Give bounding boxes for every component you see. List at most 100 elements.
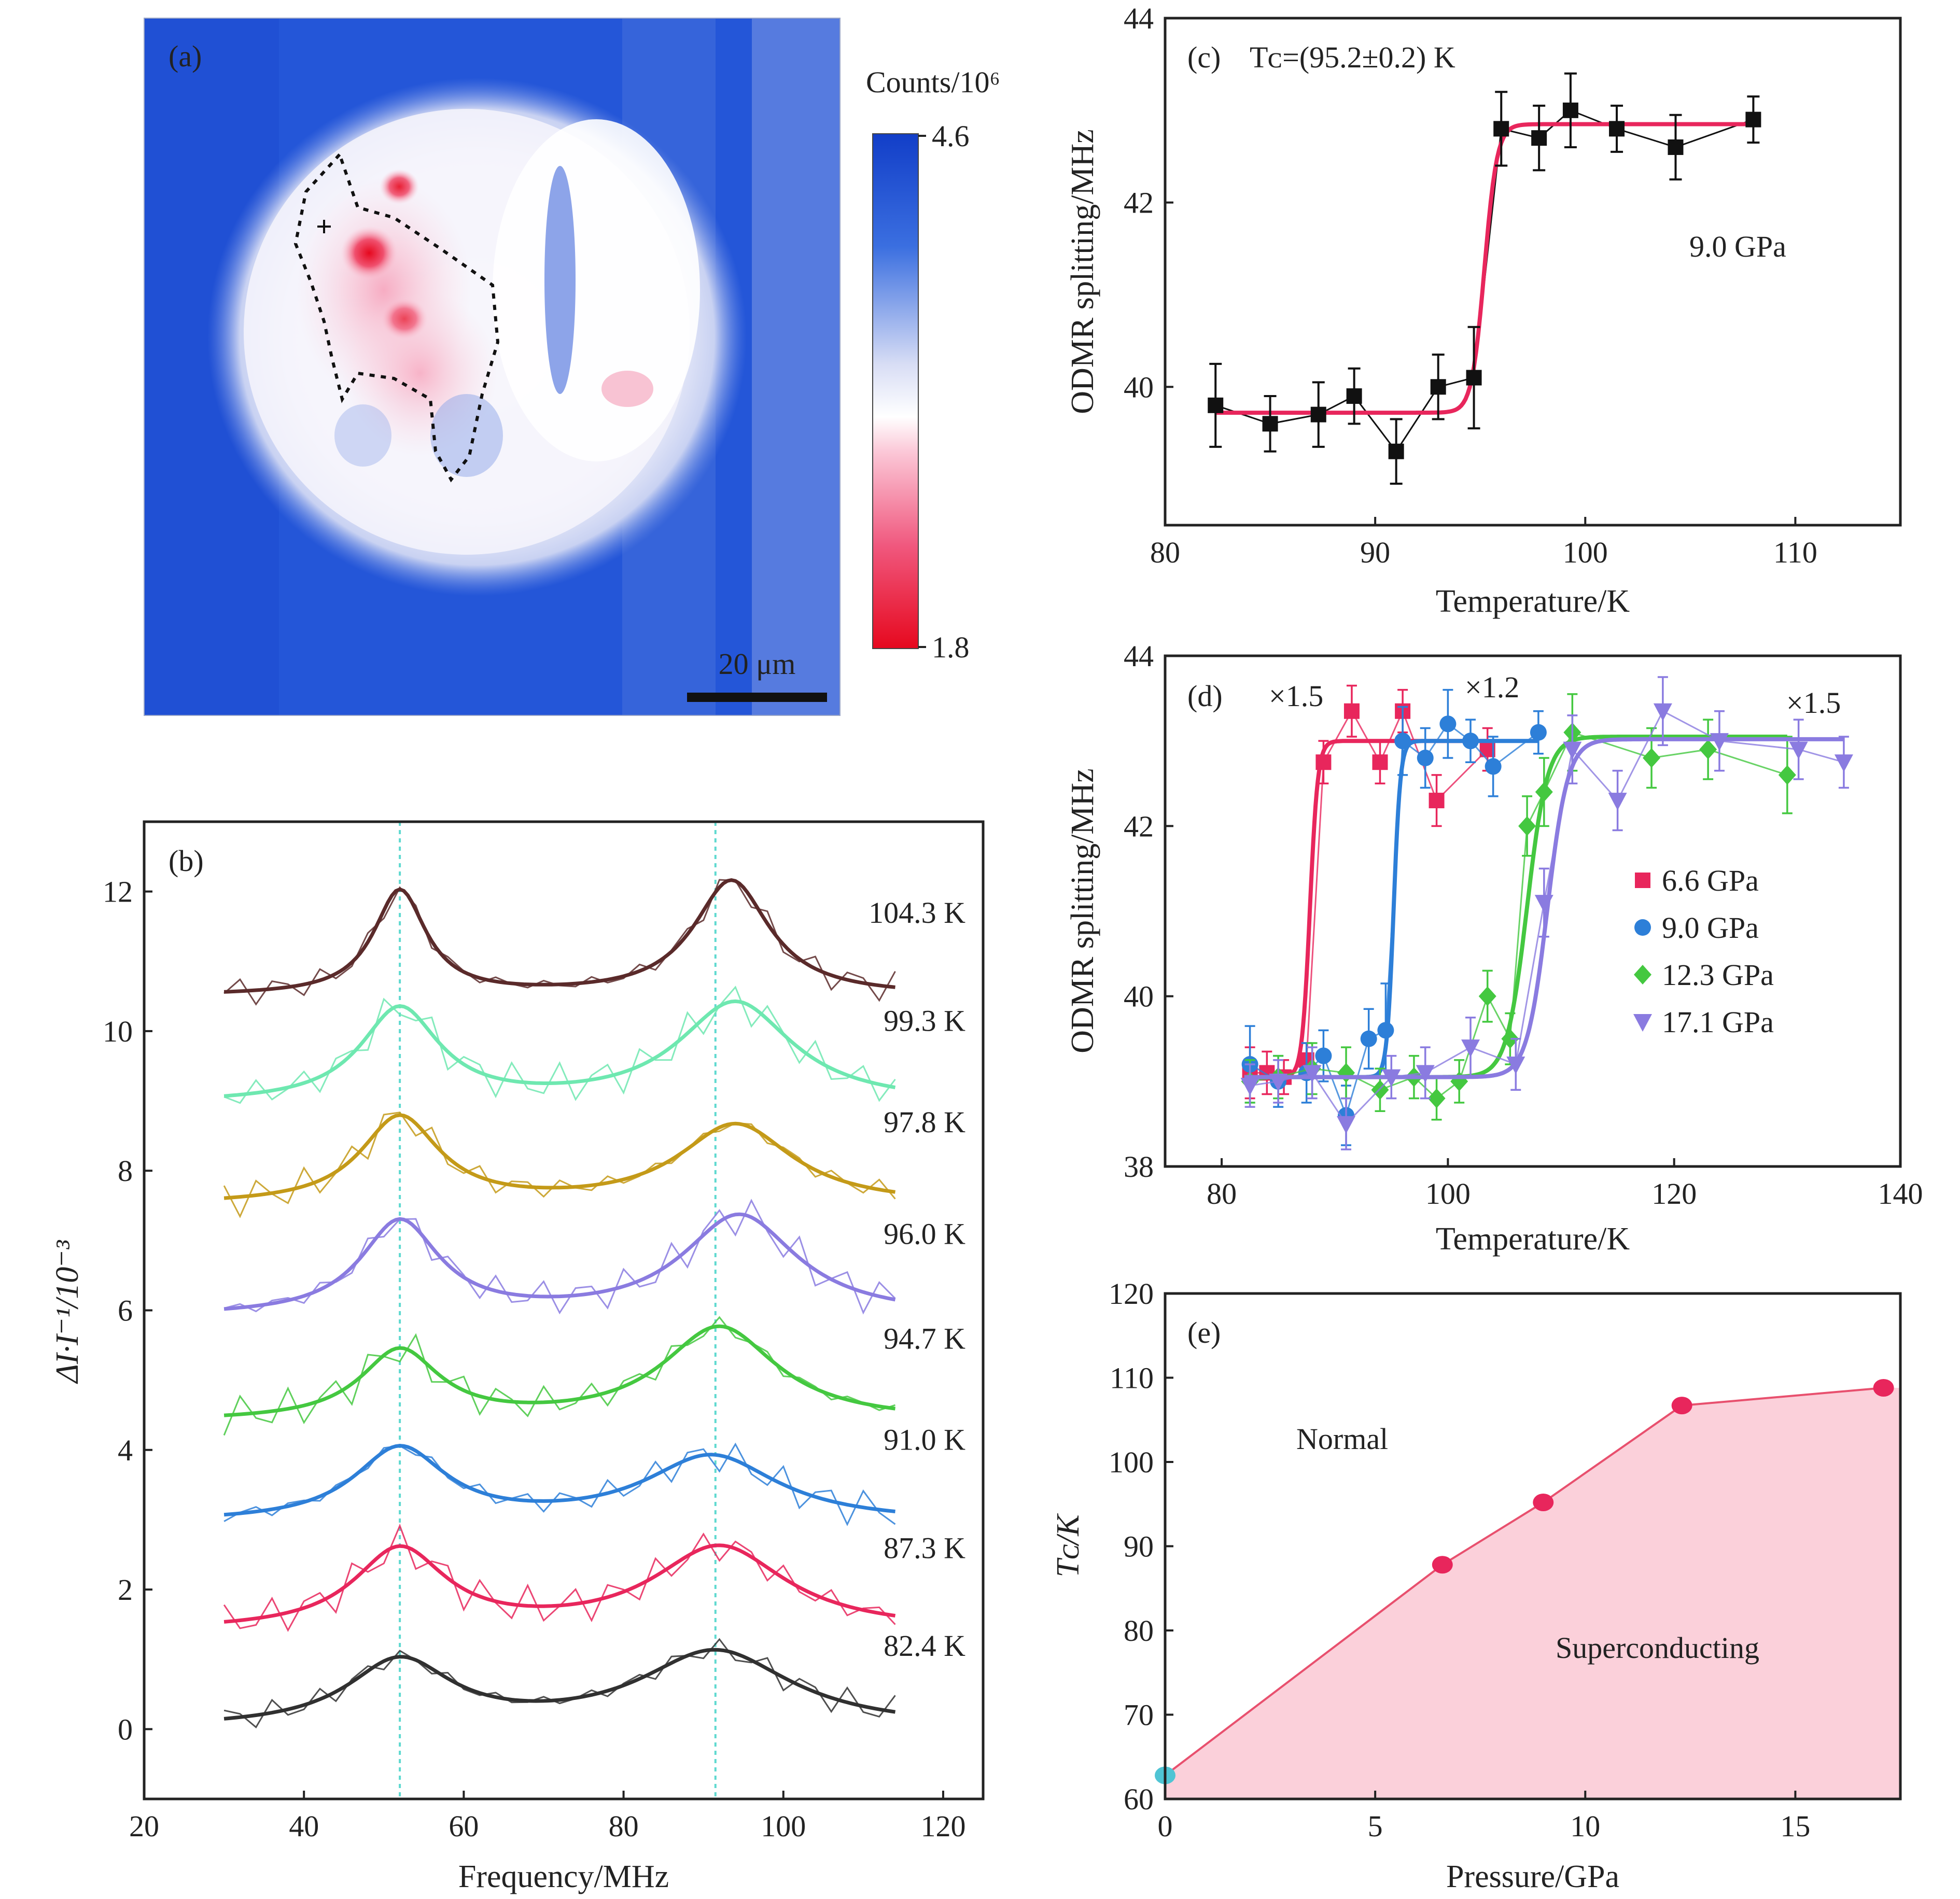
spectrum-raw-line: [223, 1316, 895, 1436]
temperature-label: 82.4 K: [884, 1629, 965, 1663]
data-point: [1563, 741, 1582, 759]
panel-e-label: (e): [1187, 1316, 1221, 1349]
data-point: [1653, 703, 1672, 721]
y-tick-label: 44: [1124, 2, 1154, 35]
data-point: [1518, 816, 1536, 836]
spectrum-fit-line: [223, 1212, 896, 1311]
panel-c-label: (c): [1187, 40, 1221, 74]
y-tick-label: 6: [118, 1294, 133, 1328]
region-label-superconducting: Superconducting: [1556, 1631, 1759, 1665]
data-point: [1493, 121, 1509, 137]
data-point: [1337, 1116, 1356, 1134]
scale-factor-label: ×1.2: [1465, 670, 1519, 704]
x-tick-label: 15: [1780, 1809, 1810, 1843]
panel-c-axes: [1164, 17, 1902, 527]
data-connector-line: [1250, 731, 1788, 1100]
panel-e-ylabel: Tᴄ/K: [1051, 1513, 1086, 1578]
spectrum-raw-line: [223, 1112, 896, 1218]
data-point: [1478, 986, 1496, 1006]
y-tick-label: 80: [1124, 1614, 1154, 1648]
data-point: [1699, 739, 1717, 759]
y-tick-label: 12: [103, 875, 133, 909]
data-point: [1337, 1063, 1355, 1083]
temperature-label: 104.3 K: [869, 896, 965, 930]
panel-d: 80 100 120 140 38 40 42 44 (d) ×1.5 ×1.2 ×1.5 6.6…: [1065, 639, 1923, 1257]
colorbar-title: Counts/10⁶: [866, 65, 1000, 99]
spectrum-fit-line: [223, 1543, 896, 1624]
panel-d-label: (d): [1187, 679, 1223, 713]
panel-b-ylabel: ΔI·I⁻¹/10⁻³: [50, 1240, 85, 1384]
spectrum-fit-line: [223, 1444, 895, 1517]
spectrum-fit-line: [223, 1324, 895, 1417]
temperature-label: 97.8 K: [884, 1105, 965, 1139]
y-tick-label: 40: [1124, 980, 1154, 1014]
x-tick-label: 40: [289, 1809, 319, 1843]
spectrum-raw-line: [223, 1442, 896, 1526]
panel-a-label: (a): [169, 39, 202, 73]
superconducting-region-outline: [293, 151, 500, 483]
data-point: [1269, 1073, 1288, 1091]
y-tick-label: 10: [103, 1015, 133, 1048]
x-tick-label: 90: [1360, 536, 1390, 569]
panel-c-pressure: 9.0 GPa: [1689, 230, 1786, 263]
scale-factor-label: ×1.5: [1269, 679, 1323, 713]
data-point: [1873, 1379, 1894, 1397]
legend-label: 17.1 GPa: [1662, 1005, 1774, 1039]
colorbar-max: 4.6: [932, 119, 970, 153]
x-tick-label: 100: [1425, 1177, 1471, 1211]
x-tick-label: 80: [609, 1809, 639, 1843]
spectrum-fit-line: [223, 878, 895, 994]
temperature-label: 87.3 K: [884, 1531, 965, 1565]
y-tick-label: 44: [1124, 639, 1154, 673]
data-point: [1262, 416, 1278, 432]
data-point: [1671, 1397, 1692, 1415]
data-point: [1745, 111, 1761, 128]
colorbar-min: 1.8: [932, 630, 970, 664]
region-label-normal: Normal: [1296, 1422, 1388, 1456]
scale-factor-label: ×1.5: [1786, 686, 1841, 720]
temperature-label: 99.3 K: [884, 1004, 965, 1038]
spectrum-fit-line: [223, 1113, 895, 1200]
data-point: [1343, 703, 1360, 719]
legend-marker: [1634, 919, 1651, 936]
superconducting-area: [1165, 1388, 1900, 1799]
y-tick-label: 42: [1124, 186, 1154, 220]
data-point: [1372, 754, 1388, 770]
data-point: [1382, 1069, 1401, 1087]
y-tick-label: 2: [118, 1573, 133, 1607]
panel-d-axes: [1164, 654, 1902, 1168]
data-point: [1377, 1022, 1394, 1039]
y-tick-label: 90: [1124, 1530, 1154, 1564]
data-point: [1461, 1039, 1480, 1058]
panel-c-annotation: Tᴄ=(95.2±0.2) K: [1250, 40, 1455, 74]
x-tick-label: 100: [1563, 536, 1608, 569]
panel-d-xlabel: Temperature/K: [1436, 1221, 1630, 1257]
data-point: [1315, 754, 1332, 770]
legend-label: 12.3 GPa: [1662, 958, 1774, 992]
legend-marker: [1635, 873, 1650, 888]
sigmoid-fit-line: [1215, 122, 1754, 415]
spectrum-raw-line: [223, 1638, 896, 1728]
y-tick-label: 42: [1124, 809, 1154, 843]
data-point: [1417, 750, 1434, 766]
legend-marker: [1633, 1014, 1652, 1032]
spectrum-raw-line: [223, 1523, 896, 1632]
x-tick-label: 80: [1207, 1177, 1237, 1211]
y-tick-label: 8: [118, 1154, 133, 1188]
temperature-label: 94.7 K: [884, 1321, 965, 1355]
x-tick-label: 140: [1878, 1177, 1923, 1211]
data-point: [1430, 379, 1446, 395]
y-tick-label: 4: [118, 1433, 133, 1467]
hotspot: [341, 226, 398, 280]
x-tick-label: 80: [1150, 536, 1180, 569]
data-point: [1533, 1494, 1554, 1511]
data-point: [1303, 1065, 1322, 1083]
y-tick-label: 100: [1109, 1445, 1154, 1479]
legend-label: 9.0 GPa: [1662, 911, 1759, 945]
panel-e: 0 5 10 15 60 70 80 90 100 110 120 (e) Normal Super…: [1051, 1277, 1902, 1894]
y-tick-label: 60: [1124, 1782, 1154, 1816]
data-point: [1501, 1029, 1519, 1049]
data-point: [1485, 758, 1502, 775]
y-tick-label: 70: [1124, 1698, 1154, 1732]
